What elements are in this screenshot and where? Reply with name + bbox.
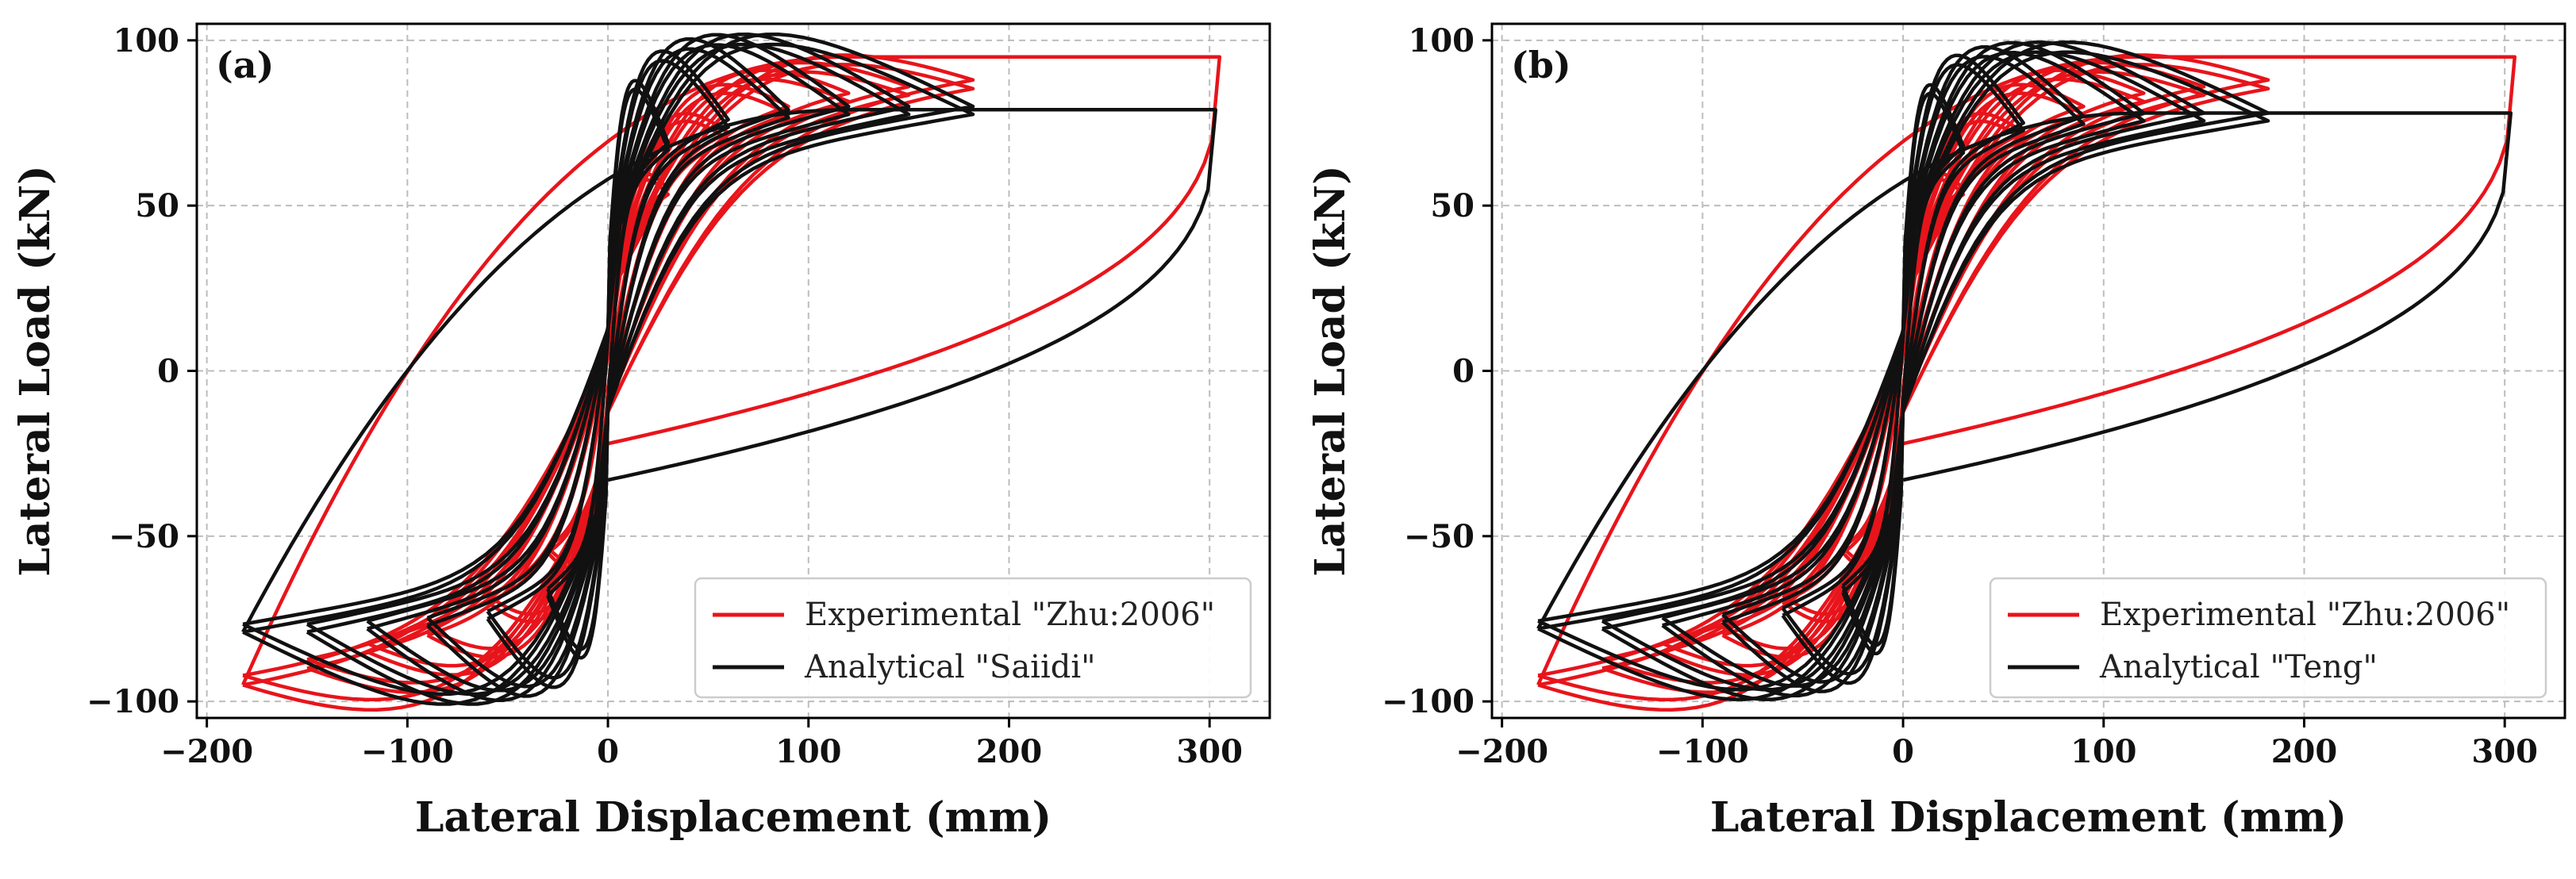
- x-tick-label: 100: [775, 733, 842, 770]
- hysteresis-loop: [1661, 68, 2146, 677]
- legend-box: [694, 577, 1252, 699]
- hysteresis-loop: [486, 59, 730, 680]
- x-tick-label: 0: [597, 733, 619, 770]
- x-tick-label: 100: [2070, 733, 2137, 770]
- hysteresis-loop: [242, 42, 975, 697]
- y-tick-label: 100: [1409, 22, 1475, 59]
- hysteresis-loop: [546, 87, 671, 651]
- hysteresis-loop: [242, 53, 975, 712]
- y-tick-label: 0: [1452, 353, 1474, 390]
- series-analytical: [1536, 40, 2513, 701]
- legend: Experimental "Zhu:2006" Analytical "Saiid…: [694, 577, 1252, 699]
- x-axis-label: Lateral Displacement (mm): [1710, 793, 2347, 842]
- hysteresis-loop: [486, 49, 730, 689]
- x-axis-label: Lateral Displacement (mm): [415, 793, 1052, 842]
- y-axis-label: Lateral Load (kN): [11, 165, 60, 576]
- hysteresis-loop: [366, 68, 851, 677]
- x-tick-label: 0: [1892, 733, 1914, 770]
- hysteresis-loop: [1601, 50, 2206, 692]
- final-push-curve: [1536, 111, 2513, 630]
- y-tick-label: 100: [113, 22, 180, 59]
- hysteresis-loop: [1661, 51, 2146, 688]
- hysteresis-loop: [1721, 55, 2086, 684]
- hysteresis-loop: [1781, 53, 2025, 685]
- panel-label: (a): [216, 44, 274, 86]
- final-push-curve: [241, 108, 1218, 633]
- x-tick-label: 300: [2471, 733, 2538, 770]
- y-tick-label: −100: [1382, 683, 1474, 720]
- hysteresis-loop: [426, 83, 790, 659]
- hysteresis-loop: [306, 42, 911, 697]
- legend-box: [1989, 577, 2547, 699]
- x-tick-label: −200: [160, 733, 253, 770]
- legend-entry: Analytical "Teng": [2099, 649, 2378, 685]
- y-tick-label: 0: [157, 353, 179, 390]
- hysteresis-loop: [366, 43, 851, 693]
- legend-entry: Analytical "Saiidi": [804, 649, 1096, 685]
- hysteresis-loop: [426, 36, 790, 698]
- legend-entry: Experimental "Zhu:2006": [2100, 597, 2510, 633]
- x-tick-label: −100: [361, 733, 454, 770]
- y-tick-label: 50: [1430, 187, 1474, 225]
- chart-panel-b: −200 −100 0 100 200 300 −100 −50 0 50 100 Lateral D…: [1306, 22, 2566, 842]
- final-push-curve: [241, 55, 1222, 686]
- y-tick-label: −100: [87, 683, 179, 720]
- hysteresis-loop: [242, 33, 975, 706]
- y-tick-label: −50: [109, 518, 179, 555]
- hysteresis-loop: [306, 33, 911, 706]
- x-tick-label: −200: [1455, 733, 1548, 770]
- series-analytical: [241, 33, 1218, 706]
- panel-label: (b): [1511, 44, 1571, 86]
- y-tick-label: −50: [1404, 518, 1474, 555]
- y-tick-label: 50: [135, 187, 179, 225]
- x-tick-label: 200: [976, 733, 1043, 770]
- x-tick-label: 300: [1176, 733, 1243, 770]
- plot-area: [1536, 40, 2517, 712]
- legend-entry: Experimental "Zhu:2006": [805, 597, 1215, 633]
- hysteresis-loop: [1841, 91, 1966, 647]
- x-tick-label: −100: [1656, 733, 1749, 770]
- x-tick-label: 200: [2271, 733, 2338, 770]
- hysteresis-loop: [1781, 63, 2025, 676]
- legend: Experimental "Zhu:2006" Analytical "Teng": [1989, 577, 2547, 699]
- chart-panel-a: −200 −100 0 100 200 300 −100 −50 0 50 100 Lateral D…: [11, 22, 1271, 842]
- hysteresis-loop: [426, 47, 790, 689]
- hysteresis-loop: [366, 33, 851, 703]
- y-axis-label: Lateral Load (kN): [1306, 165, 1355, 576]
- hysteresis-loop: [1537, 50, 2270, 692]
- plot-area: [241, 33, 1222, 712]
- final-push-curve: [1536, 55, 2517, 686]
